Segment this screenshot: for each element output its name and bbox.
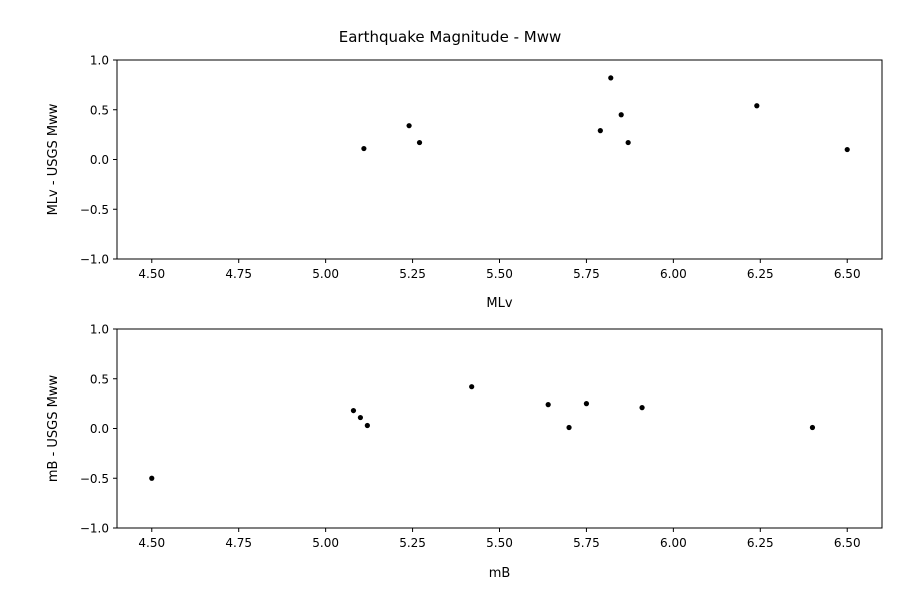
y-axis-ticks: −1.0 −0.5 0.0 0.5 1.0	[80, 323, 117, 536]
data-point	[149, 475, 155, 481]
y-axis-label: MLv - USGS Mww	[46, 103, 61, 215]
y-axis-ticks: −1.0 −0.5 0.0 0.5 1.0	[80, 54, 117, 267]
scatter-panel-mlv: 4.50 4.75 5.00 5.25 5.50 5.75 6.00 6.25 6.50 −1.…	[46, 54, 883, 311]
x-tick-label: 5.50	[486, 267, 513, 281]
x-tick-label: 6.25	[747, 536, 774, 550]
data-points	[149, 384, 816, 481]
x-tick-label: 4.75	[225, 267, 252, 281]
y-tick-label: 0.0	[90, 153, 109, 167]
y-axis-label: mB - USGS Mww	[46, 375, 61, 483]
data-point	[809, 424, 816, 431]
x-tick-label: 5.25	[399, 267, 426, 281]
data-point	[625, 139, 631, 146]
scatter-panel-mb: 4.50 4.75 5.00 5.25 5.50 5.75 6.00 6.25 6.50 −1.…	[46, 323, 883, 581]
x-tick-label: 4.50	[138, 267, 165, 281]
data-point	[364, 422, 370, 429]
data-point	[416, 139, 423, 146]
data-point	[566, 424, 572, 431]
x-tick-label: 4.50	[138, 536, 165, 550]
data-point	[545, 402, 551, 408]
figure-title: Earthquake Magnitude - Mww	[339, 28, 562, 46]
data-points	[361, 75, 850, 153]
data-point	[583, 401, 590, 407]
x-tick-label: 5.50	[486, 536, 513, 550]
data-point	[469, 384, 475, 390]
x-axis-ticks: 4.50 4.75 5.00 5.25 5.50 5.75 6.00 6.25 6.50	[138, 528, 861, 550]
x-tick-label: 5.00	[312, 536, 339, 550]
data-point	[844, 146, 850, 153]
y-tick-label: −0.5	[80, 203, 109, 217]
x-tick-label: 6.00	[660, 536, 687, 550]
x-tick-label: 5.75	[573, 267, 600, 281]
x-tick-label: 4.75	[225, 536, 252, 550]
data-point	[639, 405, 645, 411]
data-point	[361, 145, 367, 152]
data-point	[406, 123, 412, 129]
y-tick-label: −1.0	[80, 253, 109, 267]
x-tick-label: 6.25	[747, 267, 774, 281]
x-tick-label: 6.50	[834, 267, 861, 281]
y-tick-label: −1.0	[80, 522, 109, 536]
y-tick-label: 0.0	[90, 422, 109, 436]
x-axis-ticks: 4.50 4.75 5.00 5.25 5.50 5.75 6.00 6.25 6.50	[138, 259, 861, 281]
x-tick-label: 6.00	[660, 267, 687, 281]
x-tick-label: 6.50	[834, 536, 861, 550]
x-tick-label: 5.25	[399, 536, 426, 550]
y-tick-label: 1.0	[90, 323, 109, 337]
x-axis-label: mB	[489, 566, 511, 581]
data-point	[350, 407, 357, 414]
y-tick-label: −0.5	[80, 472, 109, 486]
x-axis-label: MLv	[486, 296, 512, 311]
plot-frame	[116, 328, 883, 529]
y-tick-label: 0.5	[90, 103, 109, 117]
x-tick-label: 5.00	[312, 267, 339, 281]
x-tick-label: 5.75	[573, 536, 600, 550]
plot-frame	[116, 59, 883, 260]
data-point	[597, 128, 603, 134]
data-point	[357, 414, 364, 421]
y-tick-label: 1.0	[90, 54, 109, 68]
data-point	[608, 75, 614, 81]
data-point	[618, 112, 624, 118]
data-point	[754, 103, 760, 109]
y-tick-label: 0.5	[90, 372, 109, 386]
